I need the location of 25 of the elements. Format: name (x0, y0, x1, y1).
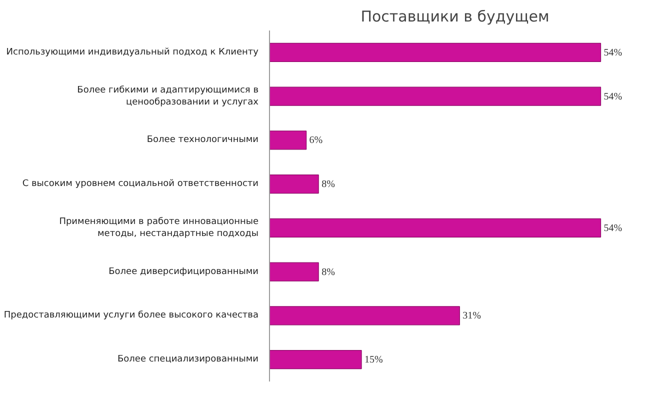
chart-title: Поставщики в будущем (360, 8, 550, 26)
bar (270, 306, 460, 326)
bar (270, 86, 602, 106)
bar (270, 262, 319, 282)
data-label: 54% (604, 91, 622, 102)
data-label: 54% (604, 47, 622, 58)
y-tick-label: Применяющими в работе инновационные методы, нестандартные подходы (59, 216, 259, 239)
data-label: 54% (604, 222, 622, 234)
y-tick-label: Более технологичными (146, 135, 259, 146)
bar (270, 218, 602, 238)
y-tick-label: Более специализированными (117, 354, 259, 365)
data-label: 6% (309, 135, 323, 146)
bar (270, 42, 602, 62)
bar (270, 174, 319, 194)
y-tick-label: Использующими индивидуальный подход к Клиенту (6, 47, 260, 58)
data-label: 8% (322, 179, 335, 190)
y-tick-label: Более диверсифицированными (108, 266, 259, 277)
y-tick-label: Предоставляющими услуги более высокого качества (4, 310, 259, 321)
bar (270, 350, 362, 370)
data-label: 15% (364, 354, 383, 366)
y-tick-label: С высоким уровнем социальной ответственности (22, 179, 259, 190)
bar (270, 130, 307, 150)
data-label: 31% (462, 310, 482, 322)
data-label: 8% (322, 266, 335, 278)
y-tick-label: Более гибкими и адаптирующимися в ценообразовании и услугах (77, 85, 260, 108)
